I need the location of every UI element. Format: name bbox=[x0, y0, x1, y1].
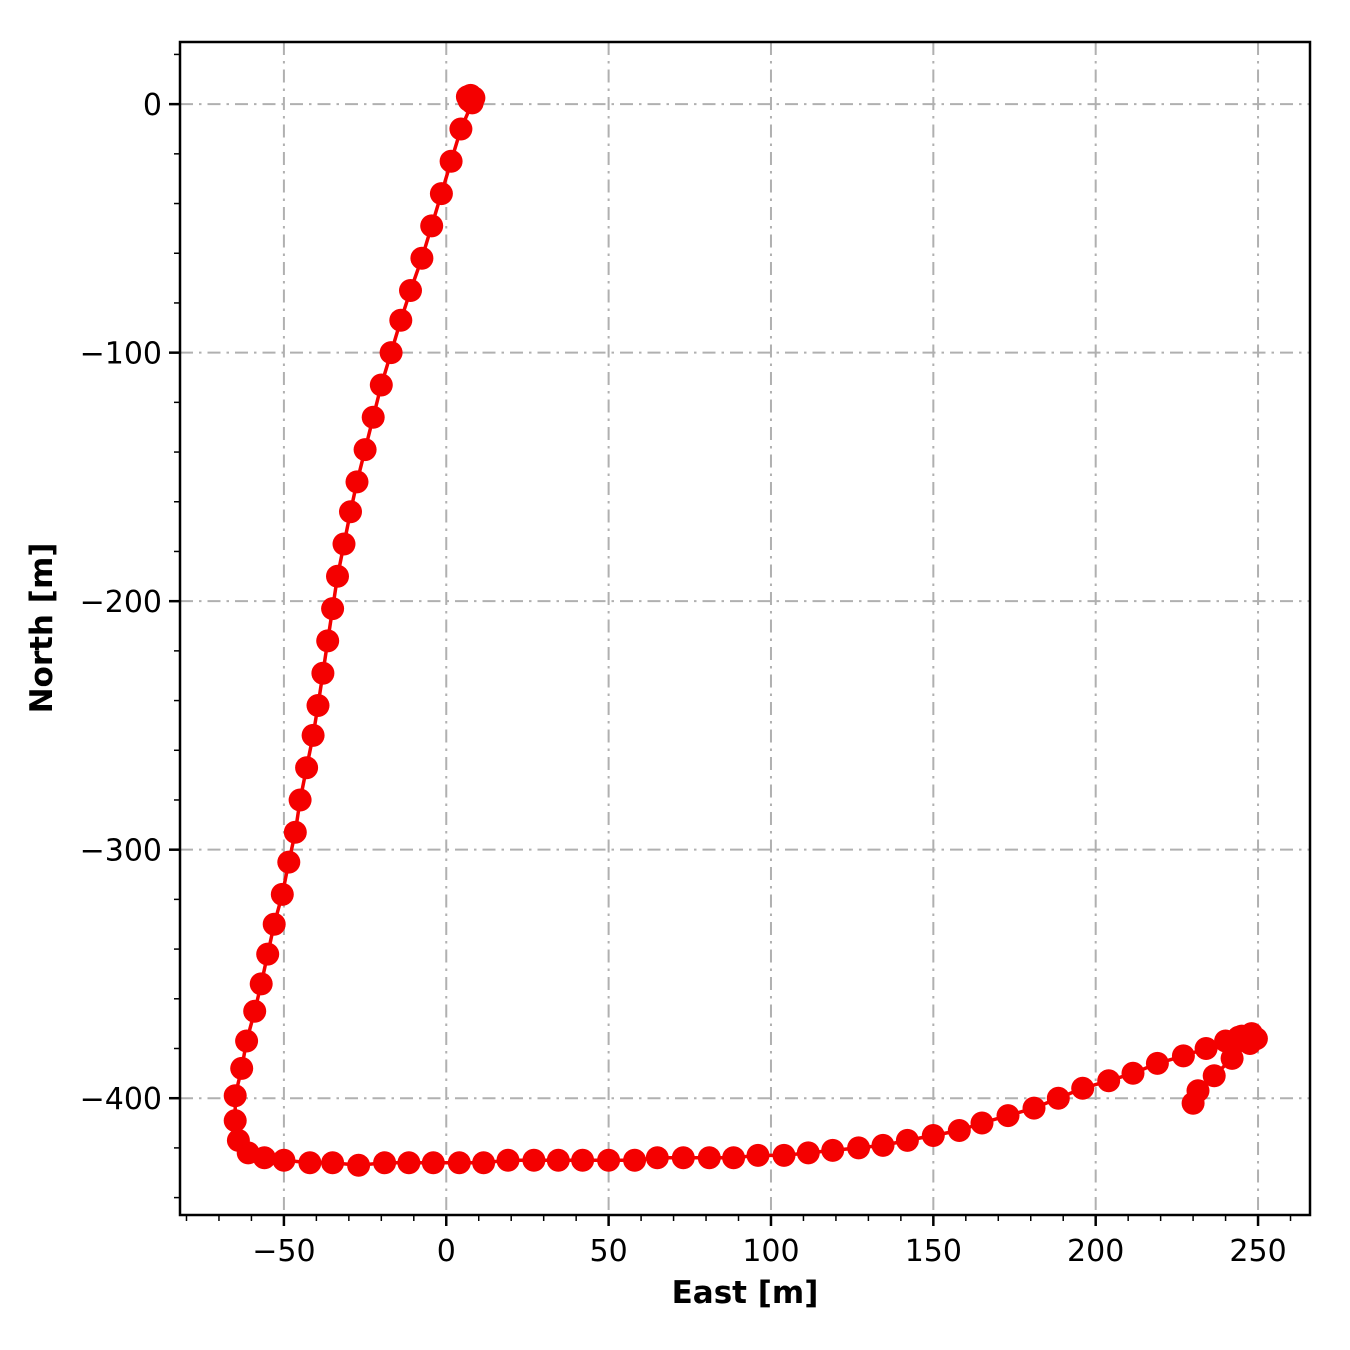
trajectory-marker bbox=[347, 1153, 371, 1177]
trajectory-marker bbox=[339, 500, 362, 524]
trajectory-marker bbox=[1022, 1096, 1046, 1120]
trajectory-marker bbox=[249, 972, 273, 996]
trajectory-marker bbox=[947, 1119, 971, 1142]
trajectory-marker bbox=[447, 1151, 471, 1175]
y-tick-label: 0 bbox=[143, 88, 162, 123]
trajectory-marker bbox=[439, 149, 463, 173]
trajectory-marker bbox=[1181, 1091, 1205, 1115]
trajectory-marker bbox=[546, 1148, 570, 1172]
trajectory-marker bbox=[301, 723, 325, 747]
trajectory-marker bbox=[645, 1146, 669, 1170]
trajectory-marker bbox=[311, 661, 335, 685]
trajectory-marker bbox=[746, 1143, 770, 1167]
trajectory-line bbox=[233, 93, 1259, 1168]
trajectory-marker bbox=[847, 1136, 871, 1160]
trajectory-marker bbox=[369, 373, 393, 397]
trajectory-marker bbox=[1194, 1037, 1218, 1060]
trajectory-marker bbox=[697, 1146, 721, 1170]
trajectory-marker bbox=[230, 1056, 254, 1080]
trajectory-marker bbox=[1233, 1029, 1257, 1053]
trajectory-marker bbox=[496, 1148, 520, 1172]
trajectory-marker bbox=[1046, 1086, 1070, 1110]
trajectory-marker bbox=[722, 1146, 746, 1170]
x-tick-label: 50 bbox=[590, 1234, 628, 1269]
trajectory-marker bbox=[389, 308, 413, 332]
x-tick-label: −50 bbox=[252, 1234, 315, 1269]
x-tick-label: 250 bbox=[1229, 1234, 1286, 1269]
trajectory-marker bbox=[921, 1124, 945, 1147]
trajectory-marker bbox=[306, 694, 330, 717]
trajectory-marker bbox=[353, 438, 377, 462]
trajectory-marker bbox=[597, 1148, 621, 1172]
trajectory-marker bbox=[1220, 1046, 1244, 1070]
trajectory-marker bbox=[326, 564, 349, 588]
series-layer bbox=[223, 83, 1268, 1177]
trajectory-marker bbox=[235, 1029, 259, 1053]
x-tick-label: 100 bbox=[742, 1234, 799, 1269]
trajectory-marker bbox=[796, 1141, 820, 1165]
trajectory-marker bbox=[421, 1151, 445, 1175]
trajectory-marker bbox=[429, 182, 453, 206]
trajectory-marker bbox=[321, 597, 345, 621]
trajectory-marker bbox=[460, 91, 484, 115]
plot-border bbox=[178, 40, 1312, 1217]
trajectory-marker bbox=[449, 117, 473, 141]
x-tick-label: 150 bbox=[905, 1234, 962, 1269]
trajectory-marker bbox=[522, 1148, 546, 1172]
trajectory-marker bbox=[272, 1148, 296, 1172]
trajectory-marker bbox=[397, 1151, 421, 1175]
trajectory-marker bbox=[410, 246, 434, 270]
trajectory-marker bbox=[1071, 1076, 1095, 1100]
y-tick-label: −300 bbox=[80, 834, 162, 869]
trajectory-marker bbox=[321, 1151, 345, 1175]
trajectory-marker bbox=[996, 1104, 1020, 1128]
trajectory-marker bbox=[399, 279, 422, 302]
trajectory-marker bbox=[970, 1111, 994, 1135]
trajectory-marker bbox=[1097, 1069, 1121, 1093]
trajectory-marker bbox=[623, 1148, 647, 1172]
trajectory-marker bbox=[895, 1128, 919, 1152]
trajectory-marker bbox=[295, 756, 319, 780]
trajectory-marker bbox=[243, 999, 267, 1023]
trajectory-marker bbox=[262, 912, 286, 936]
tick-layer: −50 0 50 100 150 200 250 0 −100 −200 −300 −400 bbox=[80, 53, 1292, 1269]
y-tick-label: −200 bbox=[80, 585, 162, 620]
trajectory-marker bbox=[472, 1151, 496, 1175]
trajectory-marker bbox=[223, 1084, 247, 1108]
trajectory-marker bbox=[345, 470, 369, 494]
trajectory-marker bbox=[223, 1109, 247, 1133]
x-tick-label: 200 bbox=[1067, 1234, 1124, 1269]
trajectory-marker bbox=[772, 1143, 796, 1167]
trajectory-marker bbox=[1145, 1051, 1169, 1075]
trajectory-marker bbox=[671, 1146, 695, 1170]
trajectory-marker bbox=[283, 820, 307, 844]
trajectory-marker bbox=[1121, 1061, 1145, 1085]
trajectory-marker bbox=[316, 629, 340, 653]
trajectory-marker bbox=[332, 532, 356, 556]
y-tick-label: −400 bbox=[80, 1082, 162, 1117]
trajectory-marker bbox=[288, 788, 312, 812]
trajectory-marker bbox=[361, 405, 385, 429]
x-axis-label: East [m] bbox=[672, 1275, 819, 1311]
trajectory-marker bbox=[420, 214, 444, 238]
trajectory-marker bbox=[256, 942, 280, 966]
grid-layer bbox=[180, 42, 1310, 1215]
trajectory-marker bbox=[1202, 1064, 1226, 1088]
trajectory-marker bbox=[270, 882, 294, 906]
y-axis-label: North [m] bbox=[24, 543, 60, 714]
trajectory-marker bbox=[871, 1133, 895, 1157]
trajectory-marker bbox=[571, 1148, 595, 1172]
y-tick-label: −100 bbox=[80, 337, 162, 372]
trajectory-marker bbox=[277, 850, 301, 874]
trajectory-marker bbox=[1171, 1044, 1195, 1068]
x-tick-label: 0 bbox=[437, 1234, 456, 1269]
trajectory-marker bbox=[821, 1138, 845, 1162]
trajectory-marker bbox=[252, 1146, 276, 1170]
trajectory-marker bbox=[298, 1151, 322, 1175]
trajectory-marker bbox=[373, 1151, 397, 1175]
trajectory-marker bbox=[379, 341, 403, 365]
